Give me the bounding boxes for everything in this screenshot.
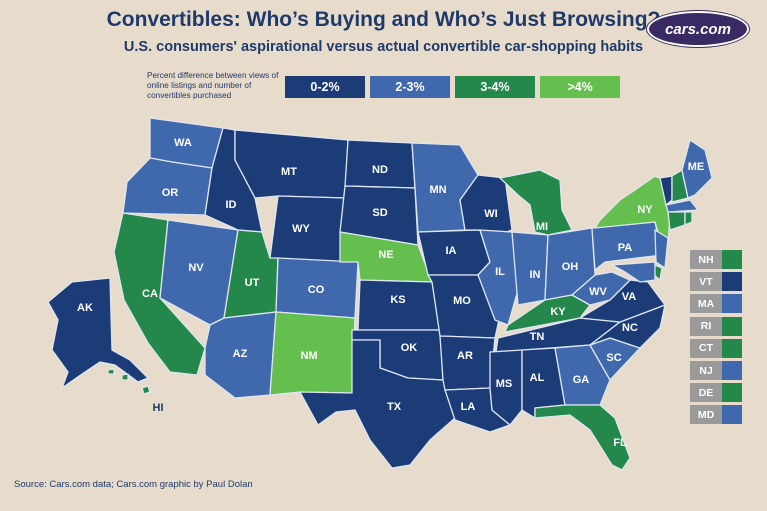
small-state-swatch bbox=[722, 272, 742, 292]
state-label-ca: CA bbox=[142, 288, 158, 300]
state-wv bbox=[571, 271, 631, 306]
small-state-abbr: NJ bbox=[690, 361, 722, 380]
small-state-row-de: DE bbox=[690, 383, 742, 403]
state-label-la: LA bbox=[460, 401, 476, 413]
state-mt bbox=[234, 129, 349, 199]
map-title: Convertibles: Who’s Buying and Who’s Jus… bbox=[106, 8, 661, 31]
small-state-abbr: MD bbox=[690, 405, 722, 425]
state-ct bbox=[667, 211, 686, 231]
legend-item-gt-4: >4% bbox=[540, 76, 620, 98]
state-label-wa: WA bbox=[174, 137, 192, 149]
small-state-abbr: NH bbox=[690, 250, 722, 269]
state-hi bbox=[107, 368, 151, 395]
state-label-me: ME bbox=[687, 161, 705, 173]
small-state-swatch bbox=[722, 405, 742, 425]
state-label-ak: AK bbox=[77, 302, 93, 314]
state-label-mo: MO bbox=[453, 295, 471, 307]
state-label-tn: TN bbox=[529, 331, 545, 343]
legend-item-0-2: 0-2% bbox=[285, 76, 365, 98]
state-label-sc: SC bbox=[606, 352, 622, 364]
state-label-va: VA bbox=[621, 291, 637, 303]
state-label-nm: NM bbox=[300, 350, 318, 362]
state-label-ar: AR bbox=[457, 350, 473, 362]
state-label-id: ID bbox=[225, 199, 237, 211]
state-label-ok: OK bbox=[400, 342, 418, 354]
small-state-swatch bbox=[722, 338, 742, 358]
state-nj bbox=[654, 229, 669, 269]
state-label-ga: GA bbox=[572, 374, 590, 386]
state-fl bbox=[534, 404, 631, 471]
legend-description: Percent difference between views of onli… bbox=[147, 71, 279, 100]
state-tx bbox=[299, 339, 456, 469]
state-label-wi: WI bbox=[484, 208, 498, 220]
small-state-swatch bbox=[722, 361, 742, 380]
state-label-in: IN bbox=[529, 269, 541, 281]
state-label-ks: KS bbox=[390, 294, 406, 306]
small-state-swatch bbox=[722, 250, 742, 269]
state-ma bbox=[665, 199, 699, 213]
state-label-oh: OH bbox=[561, 261, 579, 273]
state-label-nc: NC bbox=[622, 322, 638, 334]
state-label-wy: WY bbox=[292, 223, 310, 235]
small-state-swatch bbox=[722, 294, 742, 314]
small-state-swatch bbox=[722, 383, 742, 403]
state-label-hi: HI bbox=[152, 402, 164, 414]
state-label-co: CO bbox=[307, 284, 325, 296]
state-ri bbox=[684, 211, 693, 226]
small-state-abbr: MA bbox=[690, 294, 722, 314]
small-state-row-md: MD bbox=[690, 405, 742, 425]
state-label-wv: WV bbox=[589, 286, 607, 298]
small-state-row-ri: RI bbox=[690, 316, 742, 336]
state-label-fl: FL bbox=[613, 437, 627, 449]
cars-com-logo: cars.com bbox=[647, 11, 749, 47]
state-label-nv: NV bbox=[188, 262, 204, 274]
small-state-row-ct: CT bbox=[690, 338, 742, 358]
small-state-abbr: DE bbox=[690, 383, 722, 403]
state-label-az: AZ bbox=[232, 348, 248, 360]
state-label-tx: TX bbox=[386, 401, 402, 413]
state-ar bbox=[439, 335, 496, 391]
legend-item-2-3: 2-3% bbox=[370, 76, 450, 98]
small-state-abbr: VT bbox=[690, 272, 722, 292]
state-label-or: OR bbox=[161, 187, 179, 199]
source-note: Source: Cars.com data; Cars.com graphic … bbox=[14, 479, 253, 490]
small-state-row-nh: NH bbox=[690, 250, 742, 269]
state-label-ny: NY bbox=[637, 204, 653, 216]
small-state-row-ma: MA bbox=[690, 294, 742, 314]
small-state-swatch bbox=[722, 316, 742, 336]
state-label-al: AL bbox=[529, 372, 545, 384]
state-label-nd: ND bbox=[372, 164, 388, 176]
state-label-mn: MN bbox=[429, 184, 447, 196]
state-label-ia: IA bbox=[445, 245, 457, 257]
map-subtitle: U.S. consumers' aspirational versus actu… bbox=[123, 39, 644, 55]
small-state-abbr: CT bbox=[690, 338, 722, 358]
state-label-ms: MS bbox=[495, 378, 513, 390]
state-label-mi: MI bbox=[535, 221, 549, 233]
state-label-il: IL bbox=[495, 266, 505, 278]
state-label-ne: NE bbox=[378, 249, 394, 261]
small-state-row-vt: VT bbox=[690, 272, 742, 292]
state-label-sd: SD bbox=[372, 207, 388, 219]
state-label-mt: MT bbox=[281, 166, 297, 178]
state-me bbox=[681, 139, 713, 199]
state-md bbox=[611, 261, 656, 283]
small-state-abbr: RI bbox=[690, 316, 722, 336]
small-state-row-nj: NJ bbox=[690, 361, 742, 380]
state-ak bbox=[47, 277, 149, 389]
state-label-pa: PA bbox=[617, 242, 633, 254]
state-ga bbox=[554, 344, 611, 406]
legend-item-3-4: 3-4% bbox=[455, 76, 535, 98]
state-label-ut: UT bbox=[244, 277, 260, 289]
state-label-ky: KY bbox=[550, 306, 566, 318]
